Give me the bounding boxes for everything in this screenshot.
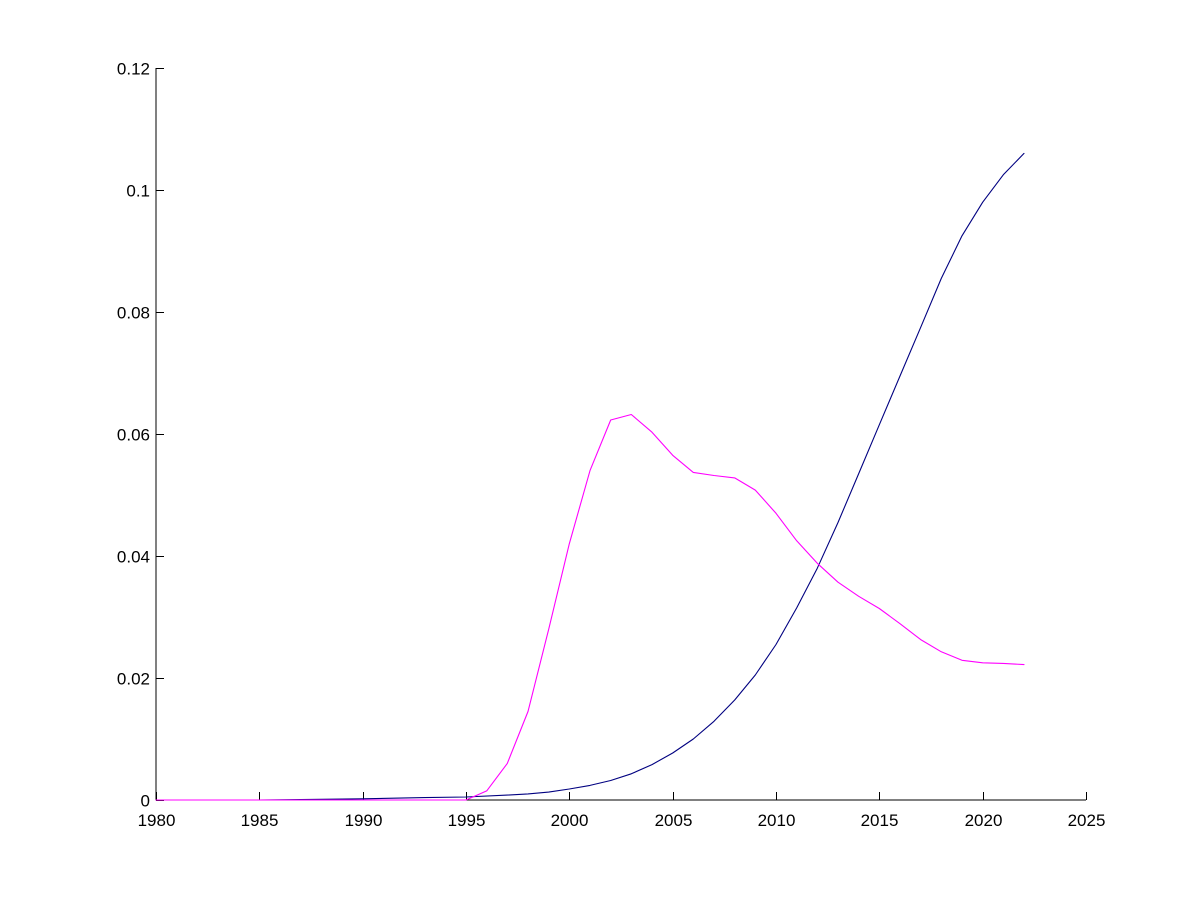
y-tick-label: 0 <box>141 792 150 811</box>
series-line-1 <box>155 152 1025 801</box>
x-tick-label: 2015 <box>861 811 899 830</box>
y-tick-label: 0.06 <box>117 426 150 445</box>
y-tick-label: 0.04 <box>117 548 150 567</box>
x-tick-label: 1995 <box>448 811 486 830</box>
y-tick-label: 0.1 <box>126 182 150 201</box>
x-tick-label: 1980 <box>138 811 176 830</box>
x-tick-label: 2010 <box>758 811 796 830</box>
x-tick-label: 2020 <box>965 811 1003 830</box>
x-tick-label: 2005 <box>655 811 693 830</box>
y-tick-label: 0.08 <box>117 304 150 323</box>
plot-area <box>155 152 1025 801</box>
axes: 1980 1985 1990 1995 2000 2005 2010 2015 2020 2025… <box>117 60 1106 831</box>
series-line-2 <box>155 413 1025 801</box>
y-tick-label: 0.12 <box>117 60 150 79</box>
x-tick-label: 2025 <box>1068 811 1106 830</box>
x-tick-label: 2000 <box>551 811 589 830</box>
y-tick-label: 0.02 <box>117 670 150 689</box>
x-tick-label: 1990 <box>345 811 383 830</box>
x-tick-label: 1985 <box>241 811 279 830</box>
